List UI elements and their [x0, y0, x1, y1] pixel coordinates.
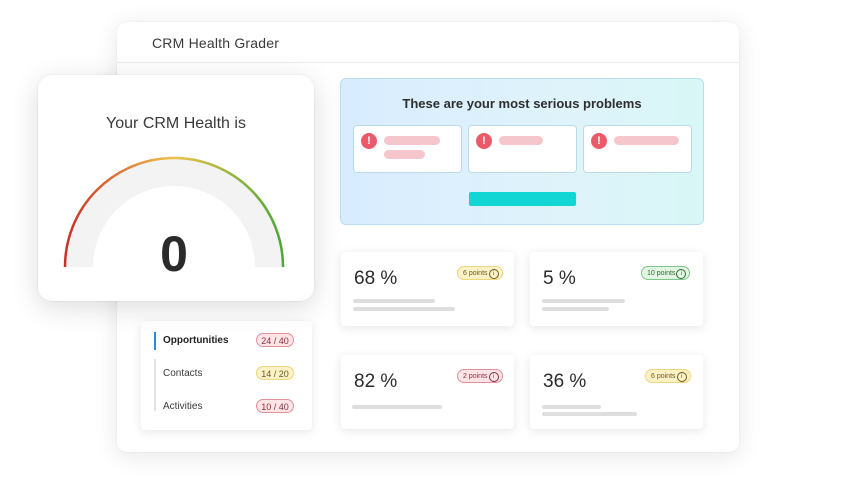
- metric-value: 5 %: [543, 268, 576, 289]
- category-opportunities[interactable]: Opportunities: [163, 335, 229, 346]
- metric-card: 36 % 6 points i: [530, 355, 703, 429]
- points-badge[interactable]: 6 points i: [645, 369, 691, 383]
- metric-card: 5 % 10 points i: [530, 252, 703, 326]
- problem-card[interactable]: !: [468, 125, 577, 173]
- category-activities[interactable]: Activities: [163, 401, 203, 412]
- points-badge[interactable]: 6 points i: [457, 266, 503, 280]
- points-label: 6 points: [463, 270, 488, 277]
- problem-card[interactable]: !: [353, 125, 462, 173]
- health-score: 0: [160, 226, 188, 282]
- health-gauge: [63, 156, 285, 268]
- metric-value: 36 %: [543, 371, 587, 392]
- skeleton-line: [542, 412, 637, 416]
- gauge-color-arc: [63, 156, 285, 268]
- health-title: Your CRM Health is: [106, 115, 246, 132]
- see-solutions-button[interactable]: [469, 192, 576, 206]
- skeleton-line: [542, 405, 601, 409]
- metric-card: 68 % 6 points i: [341, 252, 514, 326]
- problem-card[interactable]: !: [583, 125, 692, 173]
- problem-title-placeholder: [384, 136, 440, 145]
- problem-title-placeholder: [499, 136, 543, 145]
- problems-panel: These are your most serious problems ! !…: [340, 78, 704, 225]
- info-icon: i: [488, 269, 499, 279]
- points-badge[interactable]: 10 points i: [641, 266, 691, 280]
- points-label: 6 points: [651, 373, 676, 380]
- window-header: CRM Health Grader: [117, 22, 739, 63]
- points-label: 2 points: [463, 373, 488, 380]
- alert-icon: !: [361, 133, 377, 149]
- category-score-badge: 24 / 40: [256, 333, 294, 347]
- metric-value: 82 %: [354, 371, 398, 392]
- info-icon: i: [676, 269, 687, 279]
- alert-icon: !: [591, 133, 607, 149]
- info-icon: i: [488, 372, 499, 382]
- skeleton-line: [542, 299, 625, 303]
- alert-icon: !: [476, 133, 492, 149]
- skeleton-line: [352, 405, 442, 409]
- skeleton-line: [353, 299, 435, 303]
- category-score-badge: 10 / 40: [256, 399, 294, 413]
- gauge-track: [65, 158, 283, 267]
- problem-detail-placeholder: [384, 150, 425, 159]
- points-badge[interactable]: 2 points i: [457, 369, 503, 383]
- category-contacts[interactable]: Contacts: [163, 368, 203, 379]
- metric-card: 82 % 2 points i: [341, 355, 514, 429]
- points-label: 10 points: [647, 270, 676, 277]
- info-icon: i: [676, 372, 687, 382]
- category-score-badge: 14 / 20: [256, 366, 294, 380]
- problems-title: These are your most serious problems: [402, 96, 642, 111]
- window-title: CRM Health Grader: [152, 35, 280, 51]
- skeleton-line: [542, 307, 609, 311]
- metric-value: 68 %: [354, 268, 398, 289]
- categories-card: Opportunities 24 / 40 Contacts 14 / 20 A…: [141, 321, 312, 430]
- health-card: Your CRM Health is 0: [38, 75, 314, 301]
- skeleton-line: [353, 307, 455, 311]
- category-track: [154, 359, 156, 411]
- active-indicator: [154, 332, 156, 350]
- problem-title-placeholder: [614, 136, 679, 145]
